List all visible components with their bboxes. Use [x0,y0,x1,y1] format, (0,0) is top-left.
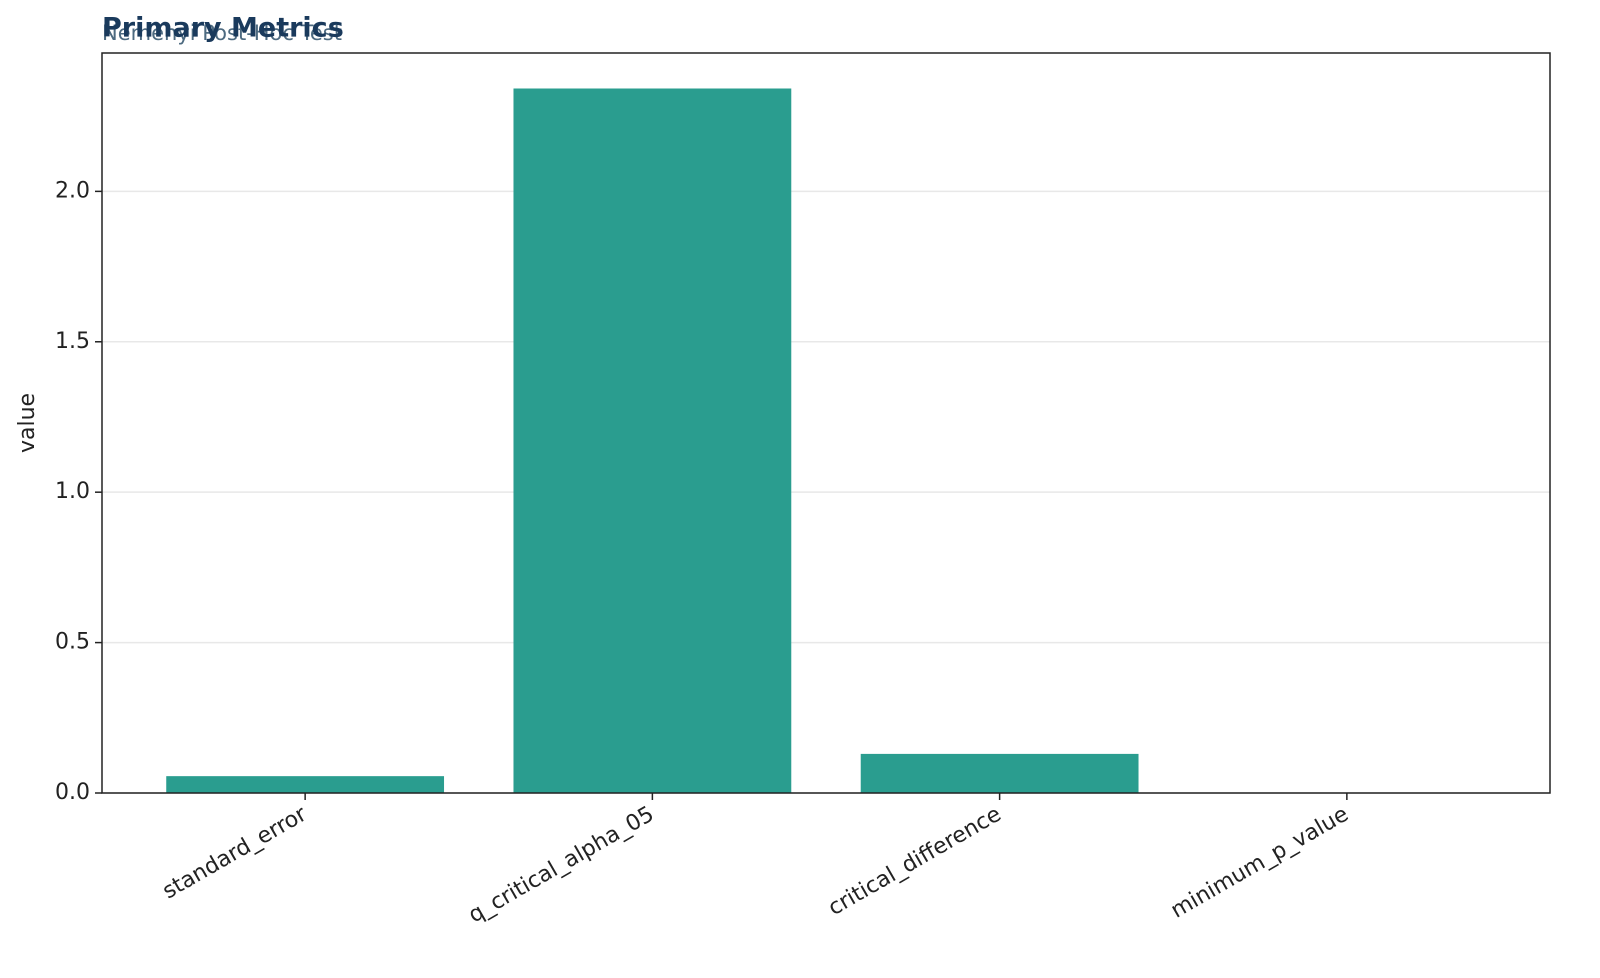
x-tick-label: q_critical_alpha_05 [464,802,658,928]
x-tick-label: minimum_p_value [1167,802,1353,924]
y-tick-label: 1.0 [55,479,90,504]
plot-frame [101,52,1551,794]
bar [166,776,445,793]
x-tick-label: critical_difference [824,802,1005,921]
y-tick-label: 1.5 [55,329,90,354]
chart-subtitle: Nemenyi Post-Hoc Test [102,21,342,45]
y-tick-label: 0.0 [55,780,90,805]
x-tick-label: standard_error [158,801,311,904]
y-axis-label: value [15,393,40,453]
y-tick-label: 0.5 [55,630,90,655]
bar [513,88,792,794]
bar [860,753,1139,793]
y-tick-label: 2.0 [55,178,90,203]
chart-title: Primary Metrics [102,13,344,44]
